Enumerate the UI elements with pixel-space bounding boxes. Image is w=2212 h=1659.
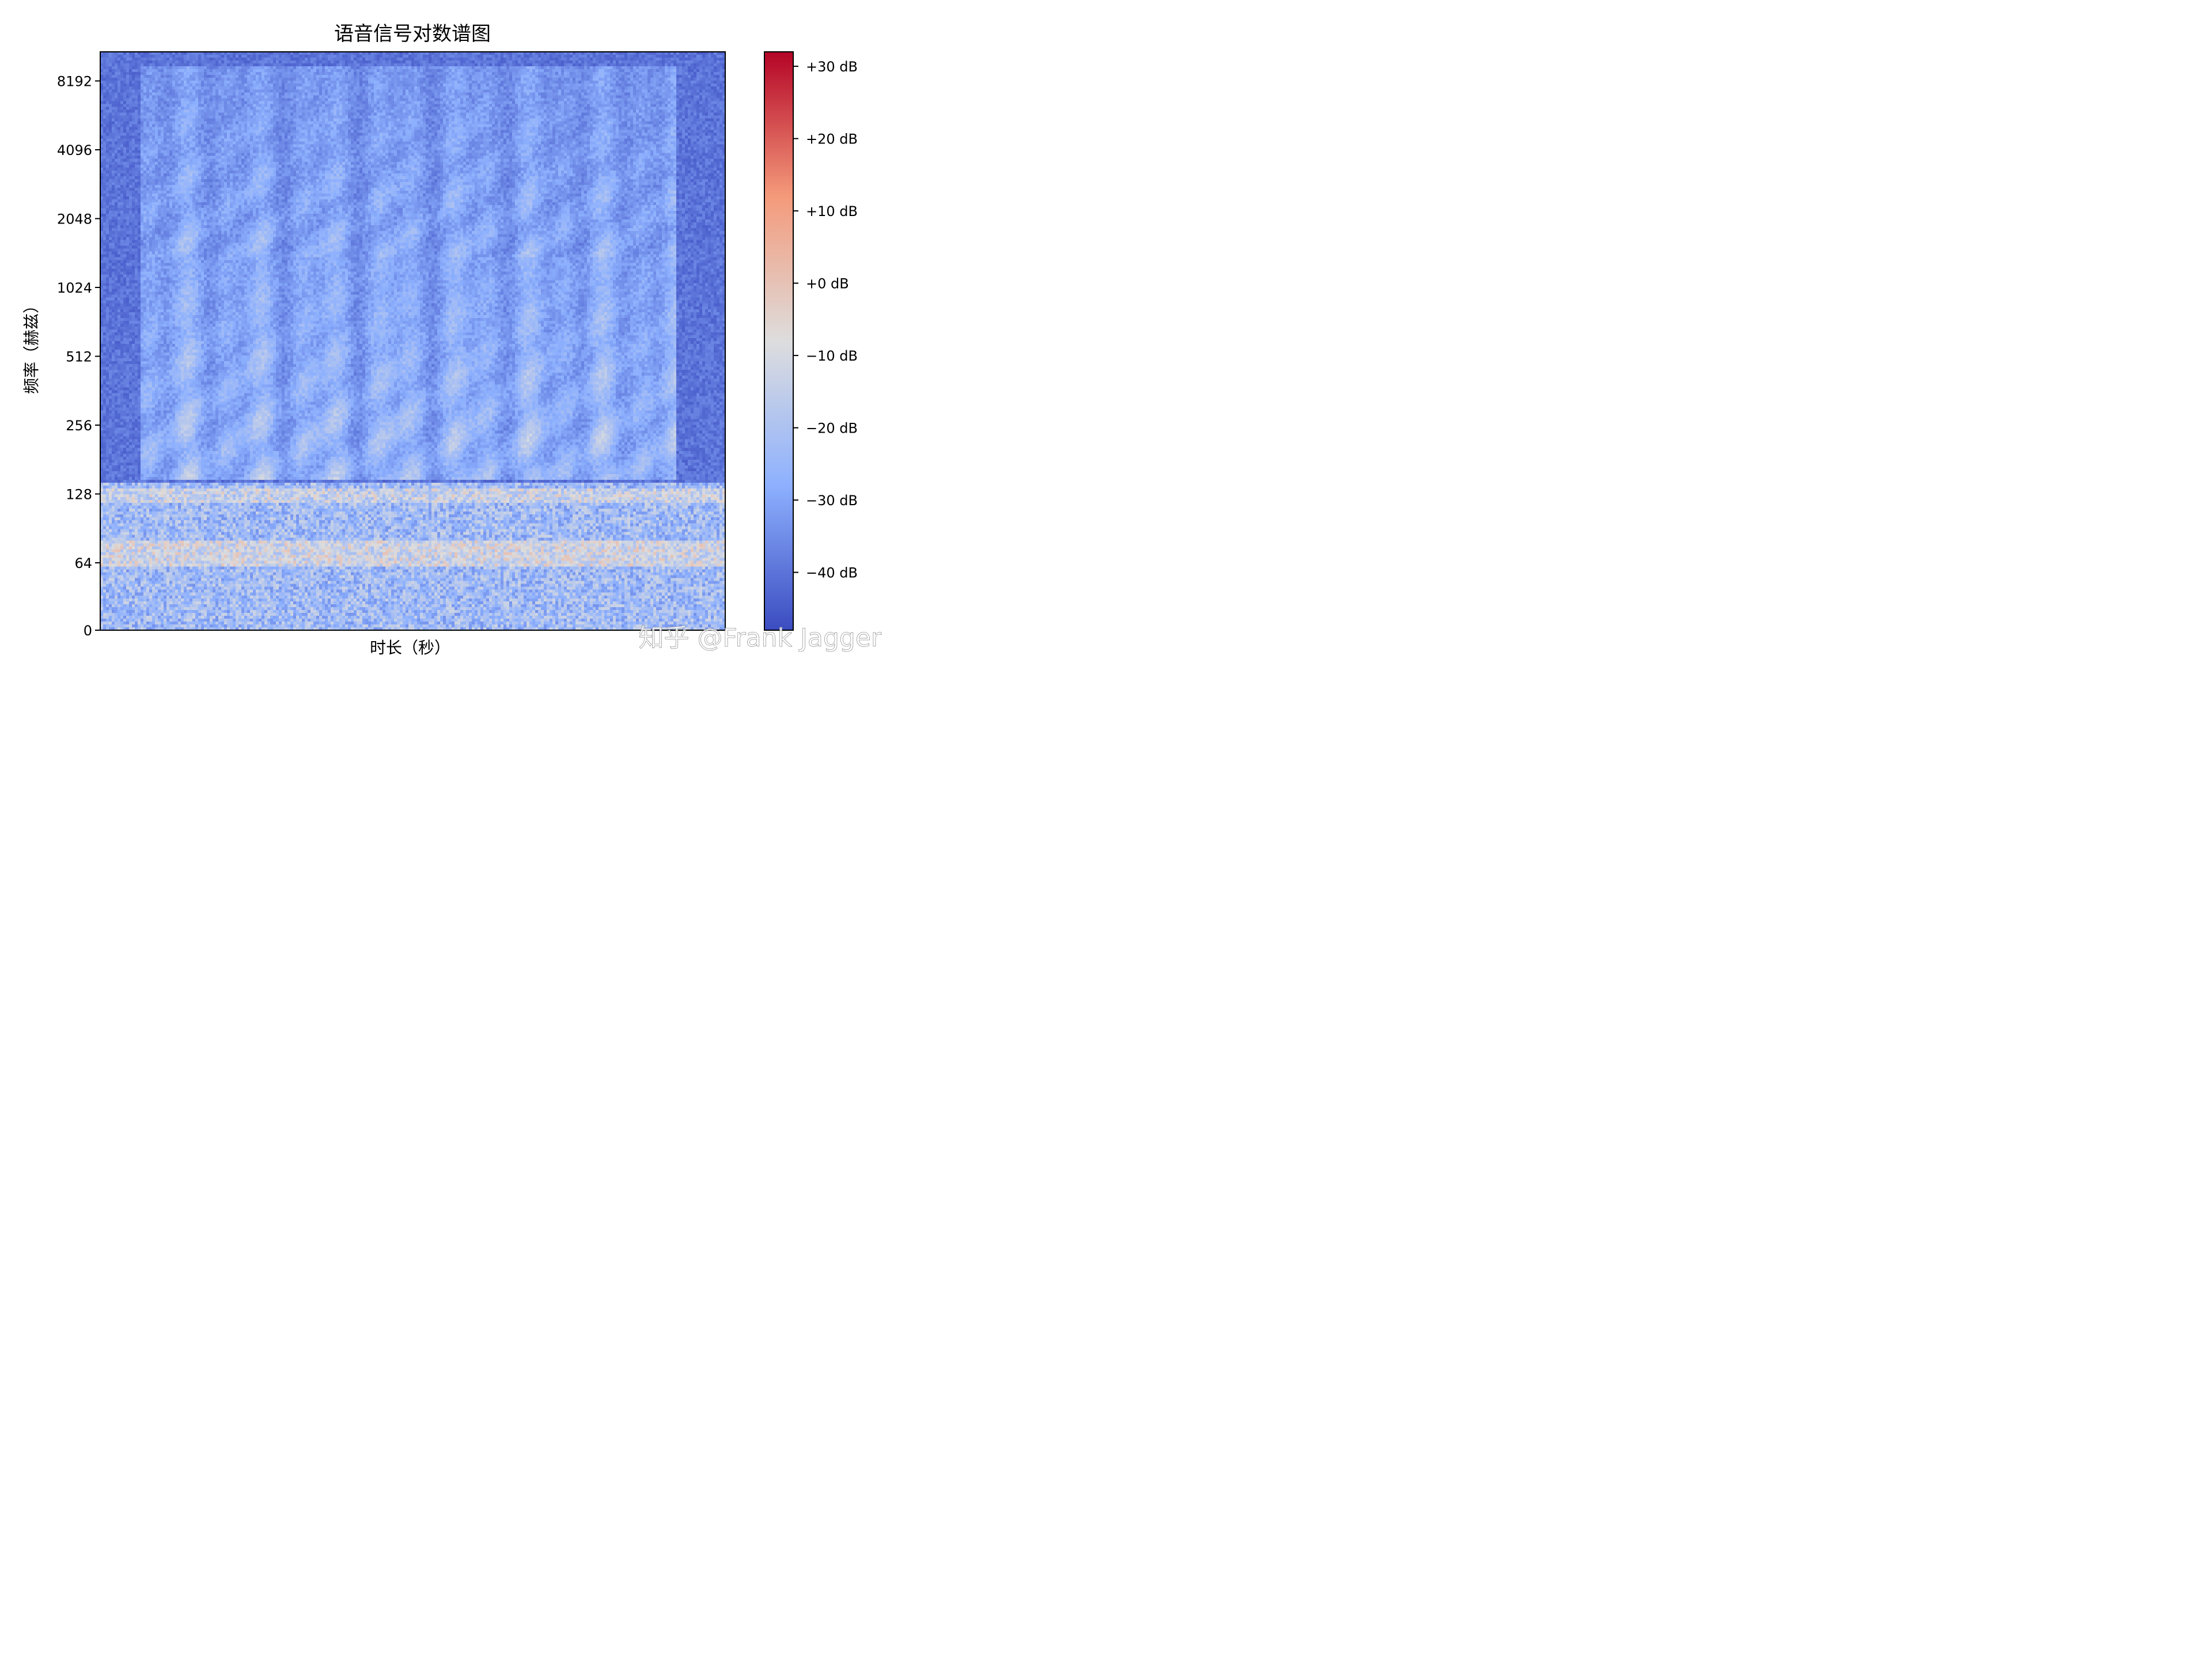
colorbar-gradient: [764, 52, 793, 630]
colorbar-frame: [764, 51, 794, 631]
y-tick-label: 256: [66, 418, 92, 434]
spectrogram-heatmap: [100, 52, 725, 630]
plot-frame: [100, 51, 726, 631]
colorbar-tick-label: −20 dB: [806, 421, 858, 437]
y-tick-label: 0: [84, 623, 92, 639]
spectrogram-figure: 语音信号对数谱图 0 64 128 256 512 1024 2048 4096 8192 时长…: [0, 0, 885, 664]
y-tick-label: 8192: [57, 74, 92, 90]
y-tick-label: 512: [66, 349, 92, 365]
chart-title: 语音信号对数谱图: [334, 22, 491, 46]
y-tick-label: 64: [74, 555, 92, 571]
y-tick-label: 2048: [57, 211, 92, 228]
colorbar-tick-label: −10 dB: [806, 348, 858, 364]
colorbar-tick-label: −40 dB: [806, 565, 858, 581]
y-axis-label: 频率（赫兹）: [22, 297, 41, 394]
spectrogram-image: [100, 52, 725, 630]
colorbar-tick-label: +0 dB: [806, 276, 849, 292]
watermark: 知乎 @Frank Jagger: [639, 623, 882, 653]
colorbar-tick-label: +20 dB: [806, 131, 858, 147]
colorbar: [764, 52, 793, 630]
colorbar-tick-label: −30 dB: [806, 493, 858, 509]
colorbar-tick-label: +10 dB: [806, 203, 858, 219]
colorbar-tick-label: +30 dB: [806, 59, 858, 75]
x-axis-label: 时长（秒）: [370, 638, 450, 657]
y-tick-label: 1024: [57, 280, 92, 296]
y-tick-label: 128: [66, 487, 92, 503]
colorbar-axis: +30 dB +20 dB +10 dB +0 dB −10 dB −20 dB −30 d…: [793, 59, 858, 581]
y-axis: 0 64 128 256 512 1024 2048 4096 8192: [57, 74, 100, 639]
y-tick-label: 4096: [57, 142, 92, 158]
